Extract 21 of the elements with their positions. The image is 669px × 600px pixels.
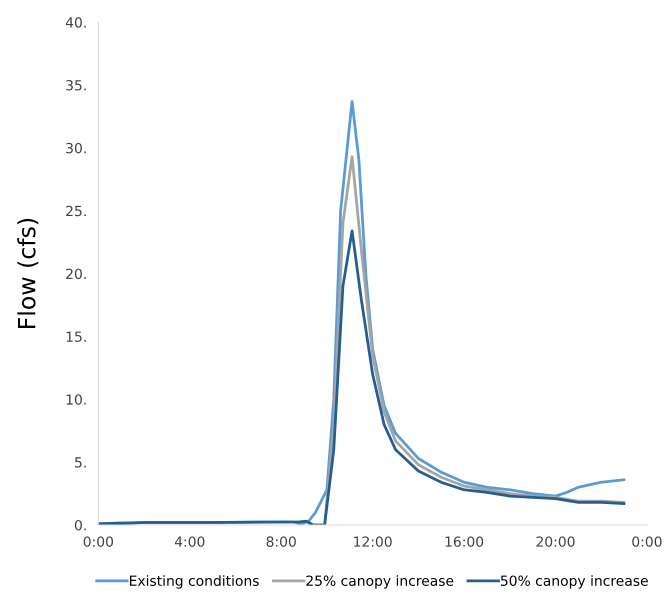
y-tick-label: 20.: [66, 268, 86, 280]
x-tick-label: 20:00: [536, 536, 575, 547]
x-tick-label: 4:00: [174, 536, 204, 547]
y-tick-label: 25.: [66, 206, 86, 216]
x-tick-label: 12:00: [354, 536, 392, 547]
y-tick-label: 15.: [66, 332, 86, 342]
x-tick-label: 8:00: [266, 536, 296, 547]
y-tick-label: 0.: [74, 520, 86, 530]
y-tick-label: 30.: [66, 142, 86, 154]
legend-label: 50% canopy increase: [500, 575, 648, 589]
x-tick-label: 0:00: [632, 536, 662, 547]
line-series: [98, 229, 626, 525]
legend-label: 25% canopy increase: [306, 575, 454, 589]
legend-label: Existing conditions: [130, 575, 259, 589]
y-axis-title: Flow (cfs): [17, 218, 38, 328]
x-tick-label: 16:00: [446, 536, 484, 547]
y-tick-label: 5.: [75, 457, 86, 468]
y-tick-label: 35.: [66, 80, 86, 91]
y-tick-label: 10.: [66, 394, 86, 405]
x-tick-label: 0:00: [84, 536, 114, 547]
y-tick-label: 40.: [66, 17, 86, 28]
